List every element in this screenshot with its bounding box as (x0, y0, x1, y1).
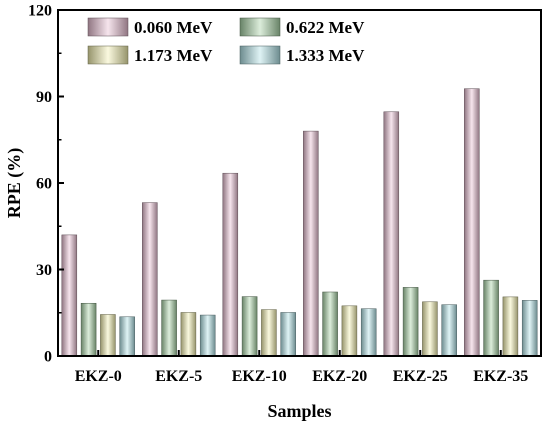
bar-EKZ-25-1.333-MeV (441, 304, 457, 357)
x-tick-label: EKZ-10 (232, 368, 287, 385)
legend-swatch (87, 45, 129, 65)
bar-EKZ-20-0.622-MeV (322, 291, 338, 357)
legend-swatch (239, 17, 281, 37)
bar-EKZ-10-1.333-MeV (280, 312, 296, 357)
legend-swatch (87, 17, 129, 37)
bar-EKZ-20-0.060-MeV (303, 130, 319, 357)
bar-EKZ-25-0.060-MeV (383, 111, 400, 357)
x-tick-label: EKZ-5 (155, 368, 202, 385)
x-tick-label: EKZ-0 (75, 368, 122, 385)
bar-EKZ-35-0.622-MeV (483, 279, 499, 357)
y-tick-label: 0 (44, 349, 52, 366)
legend: 0.060 MeV 0.622 MeV 1.173 MeV 1.333 MeV (87, 17, 365, 65)
bar-EKZ-10-1.173-MeV (261, 309, 277, 357)
x-axis-ticks: EKZ-0 EKZ-5 EKZ-10 EKZ-20 EKZ-25 EKZ-35 (75, 350, 528, 385)
legend-label: 0.622 MeV (286, 18, 365, 37)
bar-EKZ-0-1.173-MeV (100, 314, 116, 357)
bar-EKZ-5-1.333-MeV (199, 314, 216, 357)
x-axis-title: Samples (267, 401, 331, 421)
legend-label: 1.173 MeV (134, 46, 213, 65)
bar-EKZ-0-1.333-MeV (119, 316, 135, 357)
y-tick-label: 30 (36, 262, 52, 279)
bar-EKZ-35-0.060-MeV (464, 88, 480, 357)
bar-EKZ-10-0.622-MeV (241, 296, 258, 357)
legend-label: 0.060 MeV (134, 18, 213, 37)
y-tick-label: 120 (28, 3, 52, 20)
bar-EKZ-0-0.060-MeV (61, 234, 78, 357)
bars (61, 88, 538, 357)
bar-EKZ-20-1.173-MeV (341, 305, 358, 357)
x-tick-label: EKZ-35 (473, 368, 528, 385)
bar-EKZ-5-1.173-MeV (180, 312, 197, 357)
y-axis-ticks: 0 30 60 90 120 (28, 3, 64, 366)
bar-EKZ-5-0.060-MeV (142, 202, 158, 357)
bar-EKZ-25-1.173-MeV (422, 301, 438, 357)
x-tick-label: EKZ-25 (393, 368, 448, 385)
bar-EKZ-10-0.060-MeV (222, 172, 239, 357)
x-tick-label: EKZ-20 (312, 368, 367, 385)
y-tick-label: 60 (36, 176, 52, 193)
bar-EKZ-25-0.622-MeV (402, 287, 419, 357)
bar-EKZ-35-1.173-MeV (502, 296, 519, 357)
bar-EKZ-20-1.333-MeV (360, 308, 377, 357)
bar-EKZ-0-0.622-MeV (80, 302, 97, 357)
bar-EKZ-35-1.333-MeV (521, 300, 538, 357)
bar-EKZ-5-0.622-MeV (161, 299, 177, 357)
legend-label: 1.333 MeV (286, 46, 365, 65)
y-axis-title: RPE (%) (4, 148, 25, 219)
legend-swatch (239, 45, 281, 65)
y-tick-label: 90 (36, 89, 52, 106)
